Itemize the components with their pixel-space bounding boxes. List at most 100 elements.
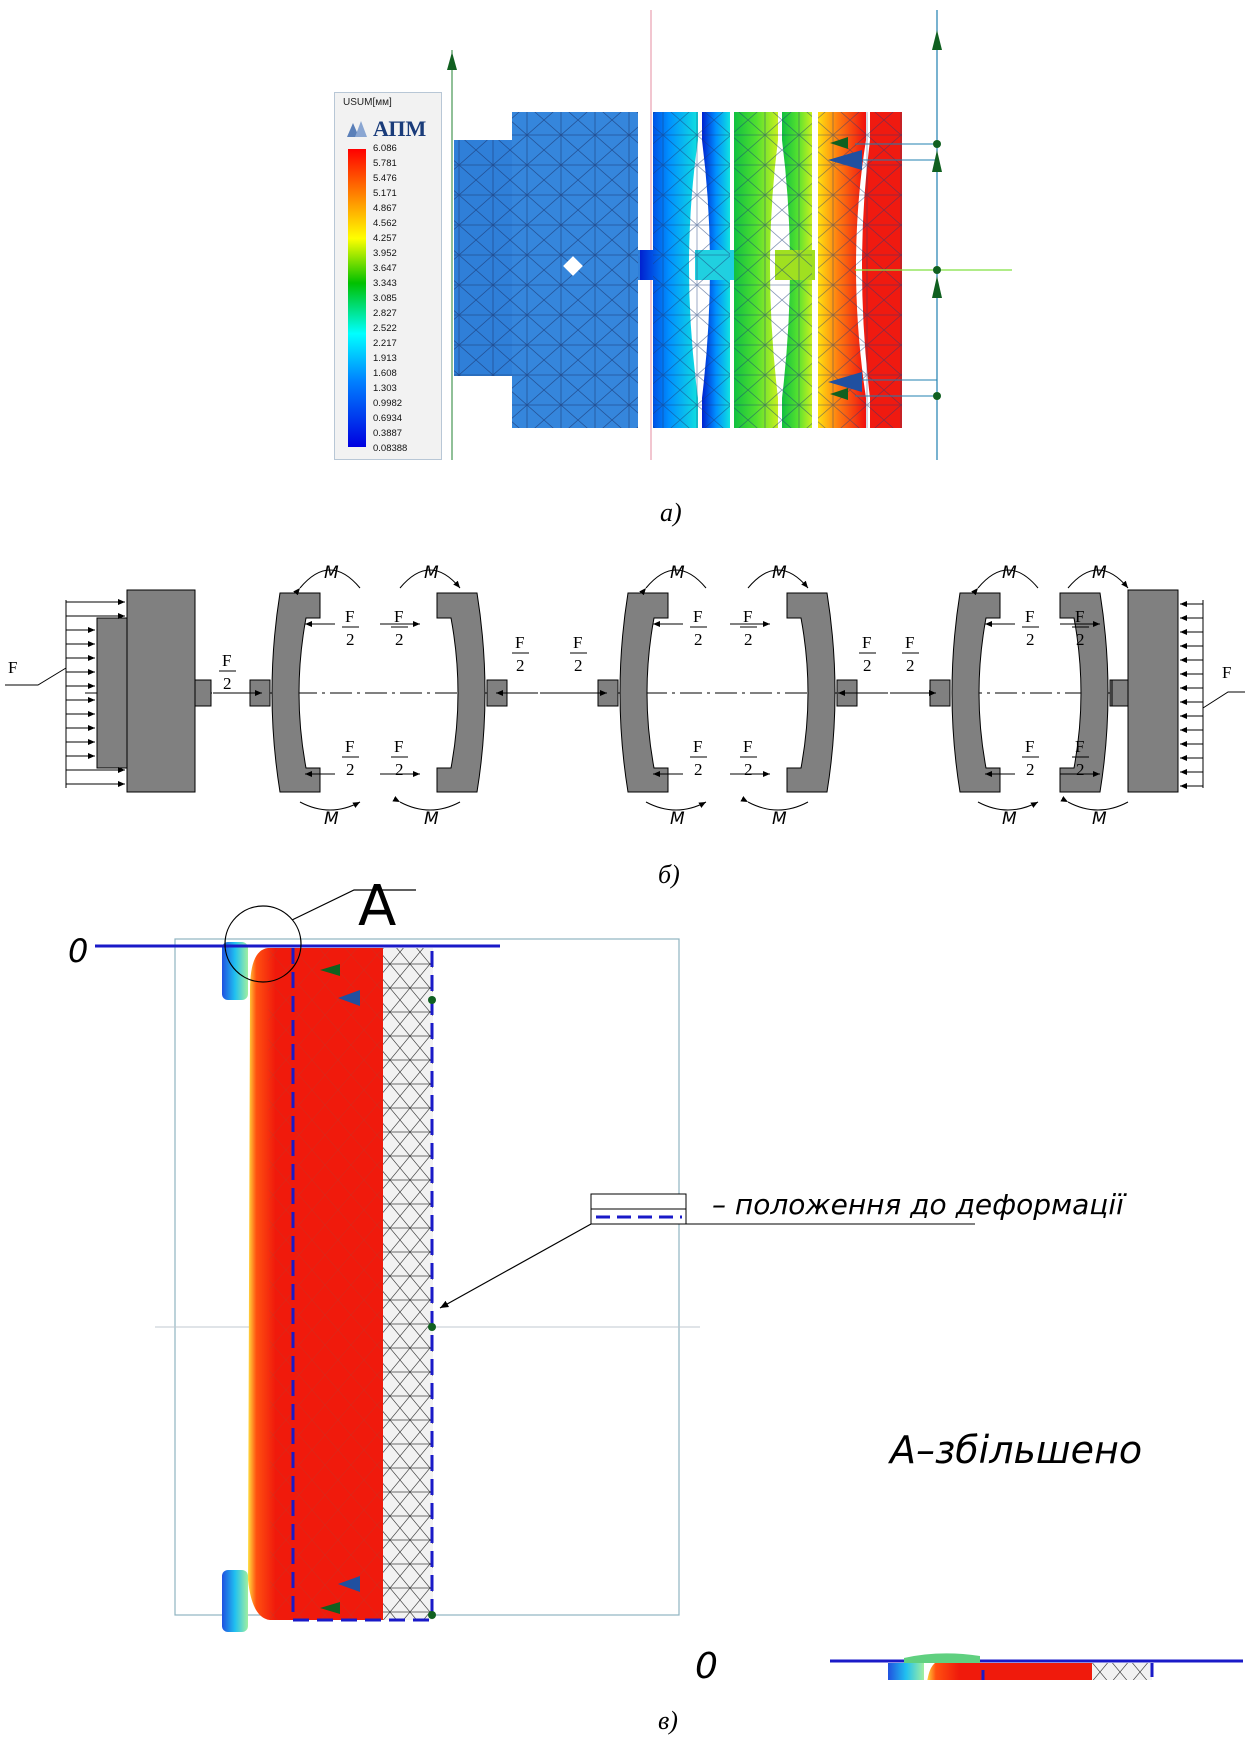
moment-arrow-icon [639, 569, 707, 596]
baseline-label: 0 [68, 932, 88, 970]
fraction-denominator: 2 [1076, 760, 1085, 779]
half-force-fraction: F2 [570, 633, 587, 675]
arrow-up-icon [932, 30, 942, 50]
fraction-numerator: F [905, 633, 914, 652]
moment-arrow-icon [1060, 796, 1129, 811]
bottom-end-cap [222, 1570, 248, 1632]
legend-value: 1.608 [373, 368, 397, 379]
moment-arrow-icon [299, 801, 361, 811]
fraction-denominator: 2 [906, 656, 915, 675]
fraction-numerator: F [743, 737, 752, 756]
legend-value: 5.476 [373, 173, 397, 184]
moment-arrow-icon [971, 569, 1039, 596]
zoom-baseline-label: 0 [695, 1646, 718, 1680]
fraction-numerator: F [1075, 607, 1084, 626]
fraction-denominator: 2 [346, 760, 355, 779]
half-force-fraction: F2 [740, 737, 757, 779]
distributed-load-left [5, 599, 125, 788]
moment-label: M [772, 563, 787, 583]
moment-label: M [1002, 809, 1017, 829]
boundary-markers [320, 964, 436, 1619]
legend-value: 1.303 [373, 383, 397, 394]
caption-a: а) [660, 498, 682, 527]
legend-value: 0.08388 [373, 443, 408, 454]
base-part-left [96, 589, 212, 793]
fea-model-svg [447, 10, 1012, 460]
fraction-numerator: F [222, 651, 231, 670]
half-force-fraction: F2 [219, 651, 236, 693]
fraction-numerator: F [743, 607, 752, 626]
half-force-fraction: F2 [1022, 737, 1039, 779]
legend-value: 3.647 [373, 263, 397, 274]
fraction-denominator: 2 [395, 630, 404, 649]
fraction-numerator: F [345, 607, 354, 626]
half-force-fraction: F2 [690, 737, 707, 779]
moment-label: M [324, 809, 339, 829]
moment-label: M [424, 809, 439, 829]
moment-label: M [424, 563, 439, 583]
bracket-shape [271, 592, 321, 793]
fraction-numerator: F [394, 607, 403, 626]
half-force-fraction: F2 [902, 633, 919, 675]
half-force-fraction: F2 [342, 607, 359, 649]
legend-value: 2.522 [373, 323, 397, 334]
bracket-elements [249, 592, 1131, 793]
dashed-line-legend [439, 1193, 975, 1309]
moment-arrow-icon [977, 801, 1039, 811]
legend-title: USUM[мм] [343, 97, 392, 108]
legend-value: 0.3887 [373, 428, 403, 439]
legend-description: – положення до деформації [712, 1188, 1127, 1221]
half-force-fraction: F2 [1072, 737, 1089, 779]
load-arrow-icon [828, 150, 862, 170]
legend-logo-text: АПМ [373, 116, 427, 141]
legend-value: 2.217 [373, 338, 397, 349]
center-node [563, 256, 583, 276]
moment-arrow-icon [293, 569, 361, 596]
half-force-fraction: F2 [1072, 607, 1089, 649]
moment-label: M [772, 809, 787, 829]
deformation-svg: 0 A – положення до деформації А–збільшен… [68, 880, 1243, 1680]
detail-circle [224, 905, 302, 983]
fraction-denominator: 2 [694, 630, 703, 649]
legend-gradient-bar [348, 149, 366, 447]
half-force-fraction: F2 [512, 633, 529, 675]
moment-label: M [324, 563, 339, 583]
legend-value: 3.952 [373, 248, 397, 259]
fraction-denominator: 2 [744, 760, 753, 779]
moment-arrow-icon [399, 569, 461, 589]
fraction-numerator: F [1025, 607, 1034, 626]
apm-logo: АПМ [345, 116, 435, 141]
half-force-fraction: F2 [859, 633, 876, 675]
caption-b: б) [658, 860, 680, 889]
fraction-denominator: 2 [694, 760, 703, 779]
fraction-numerator: F [515, 633, 524, 652]
zoom-detail [830, 1653, 1243, 1680]
legend-value: 1.913 [373, 353, 397, 364]
moment-label: M [670, 563, 685, 583]
force-label-right: F [1222, 663, 1231, 682]
moment-label: M [670, 809, 685, 829]
legend-value: 5.781 [373, 158, 397, 169]
fraction-denominator: 2 [223, 674, 232, 693]
bracket-shape [951, 592, 1001, 793]
legend-value: 4.562 [373, 218, 397, 229]
legend-value: 3.085 [373, 293, 397, 304]
legend-value: 5.171 [373, 188, 397, 199]
half-force-fraction: F2 [1022, 607, 1039, 649]
bracket-shape [436, 592, 486, 793]
bracket-shape [1059, 592, 1109, 793]
distributed-load-right [1180, 600, 1245, 789]
half-force-fraction: F2 [391, 607, 408, 649]
legend-value: 3.343 [373, 278, 397, 289]
section-letter: A [358, 880, 396, 939]
fraction-numerator: F [1075, 737, 1084, 756]
moment-label: M [1092, 809, 1107, 829]
fraction-denominator: 2 [863, 656, 872, 675]
legend-value: 6.086 [373, 143, 397, 154]
half-force-fraction: F2 [391, 737, 408, 779]
original-outline [291, 948, 434, 1622]
color-scale-legend: USUM[мм] АПМ 6.086 5.781 5.476 5.171 4.867 4.… [334, 92, 442, 460]
fraction-denominator: 2 [395, 760, 404, 779]
base-part-right [1111, 589, 1179, 793]
fraction-denominator: 2 [574, 656, 583, 675]
